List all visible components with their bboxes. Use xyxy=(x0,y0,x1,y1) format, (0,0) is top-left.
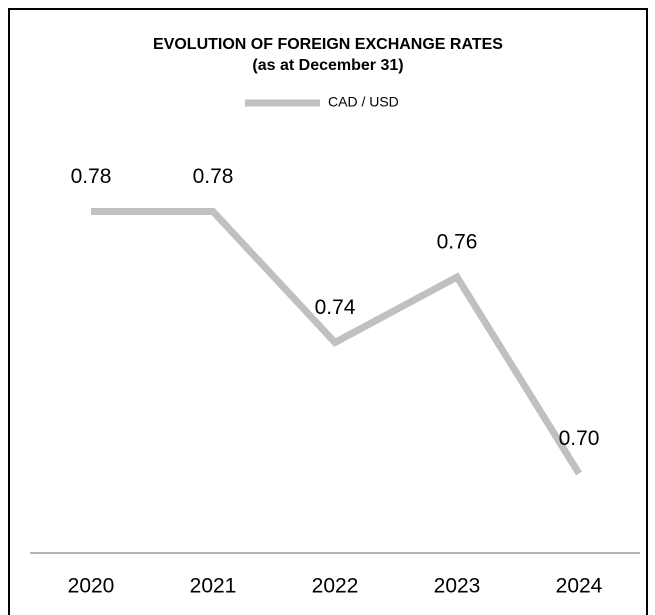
x-tick-label: 2020 xyxy=(68,575,115,598)
x-tick-label: 2021 xyxy=(190,575,237,598)
x-tick-label: 2022 xyxy=(312,575,359,598)
data-label: 0.70 xyxy=(559,427,600,450)
data-label: 0.78 xyxy=(193,165,234,188)
data-label: 0.76 xyxy=(437,231,478,254)
chart-subtitle: (as at December 31) xyxy=(252,57,403,74)
legend-label: CAD / USD xyxy=(328,94,399,110)
chart-title: EVOLUTION OF FOREIGN EXCHANGE RATES xyxy=(153,36,503,53)
series-line xyxy=(91,208,582,476)
data-label: 0.74 xyxy=(315,296,356,319)
x-tick-label: 2024 xyxy=(556,575,603,598)
data-label: 0.78 xyxy=(71,165,112,188)
frame xyxy=(8,8,648,615)
x-tick-label: 2023 xyxy=(434,575,481,598)
